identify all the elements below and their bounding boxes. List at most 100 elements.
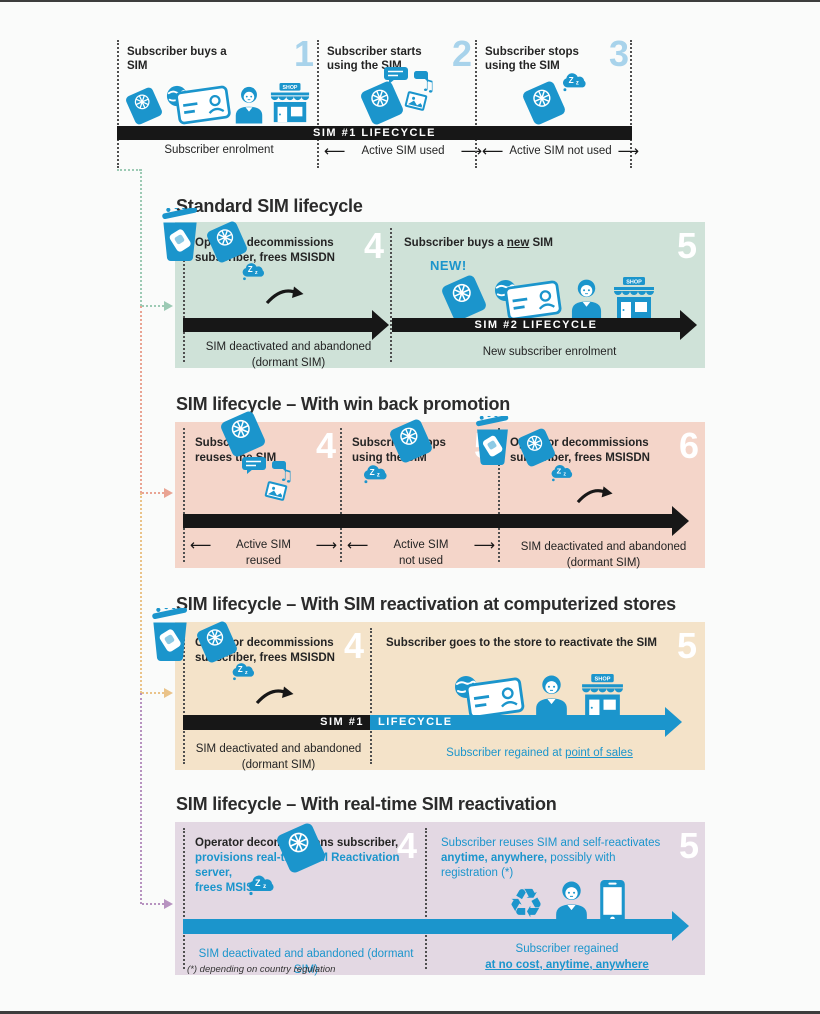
recycle-icon: ♻ [508, 881, 544, 927]
step-4-caption-line1: SIM deactivated and abandoned [195, 743, 362, 755]
footnote: (*) depending on country regulation [187, 964, 336, 975]
panel-step-2: Subscriber starts using the SIM 2 ♫ ⟵ Ac… [317, 36, 482, 168]
step-4-caption: SIM deactivated and abandoned (dormant S… [185, 742, 372, 773]
panel-step-5: Subscriber buys a new SIM 5 NEW! New sub… [390, 228, 707, 362]
new-badge: NEW! [430, 258, 467, 273]
photo-icon [263, 480, 289, 503]
step-4-caption: SIM deactivated and abandoned (dormant S… [198, 948, 414, 976]
step-5-caption: Subscriber regained at no cost, anytime,… [427, 942, 707, 973]
sim1-blue-bar-segment: LIFECYCLE [370, 715, 665, 730]
step-5-number: 5 [678, 825, 699, 866]
step-3-icons [477, 70, 634, 124]
connector-line-pink [140, 306, 142, 493]
step-5-caption-link: point of sales [565, 747, 633, 759]
section-winback: Subscriber reuses the SIM 4 ♫ ⟵ Active S… [175, 422, 707, 569]
step-4-timeline-arrowhead [372, 310, 389, 340]
step-2-number: 2 [451, 33, 472, 74]
step-5-label: Subscriber goes to the store to reactiva… [386, 637, 657, 649]
realtime-timeline-arrowhead [672, 911, 689, 941]
step-3-caption-text: Active SIM not used [509, 144, 612, 157]
music-note-icon: ♫ [279, 466, 294, 485]
step-1-label: Subscriber buys a SIM [127, 46, 227, 73]
section-title-realtime: SIM lifecycle – With real-time SIM react… [176, 794, 557, 814]
section-title-standard: Standard SIM lifecycle [176, 196, 363, 216]
connector-line-orange [140, 493, 142, 693]
section-stores: Operator decommissions subscriber, frees… [175, 622, 705, 771]
step-4-label-line3: frees MSISDN [195, 881, 271, 894]
store-visit-icons [422, 664, 657, 718]
sleep-cloud-icon [241, 260, 267, 281]
panel-step-4: Operator decommissions subscriber, frees… [183, 628, 372, 771]
panel-step-5: Subscriber reuses SIM and self-reactivat… [425, 825, 707, 971]
step-4-number: 4 [363, 225, 384, 266]
curved-arrow-icon [576, 484, 614, 505]
step-5-caption-line2: at no cost, anytime, anywhere [485, 958, 649, 971]
step-1-icons [119, 70, 319, 124]
step-3-number: 3 [608, 33, 629, 74]
chat-bubble-icon [383, 66, 409, 84]
step-5-caption-line2: not used [398, 554, 444, 567]
step-4-number: 4 [396, 825, 417, 866]
step-5-caption-arrows: ⟵ Active SIM ⟶ [342, 538, 500, 554]
step-5-caption: New subscriber enrolment [482, 346, 617, 358]
step-5-label-post: SIM [529, 237, 553, 249]
panel-step-3: Subscriber stops using the SIM 3 ⟵ Activ… [475, 36, 639, 168]
step-2-caption: ⟵ Active SIM used ⟶ [319, 144, 487, 159]
step-4-caption: ⟵ Active SIM ⟶ reused [185, 538, 342, 569]
stores-timeline-arrowhead [665, 707, 682, 737]
step-4-caption-line2: (dormant SIM) [251, 356, 326, 369]
sleep-cloud-icon [247, 872, 277, 896]
sim1-bar-label-left: SIM #1 [320, 716, 364, 728]
person-icon [570, 279, 603, 320]
dormant-sim-icon [523, 70, 589, 124]
step-5-number: 5 [676, 625, 697, 666]
sim1-black-bar-segment: SIM #1 [183, 715, 370, 730]
step-5-caption-line1: Subscriber regained [515, 943, 619, 955]
section-standard: Operator decommissions subscriber, frees… [175, 222, 707, 369]
panel-step-1: Subscriber buys a SIM 1 Subscriber enrol… [117, 36, 319, 168]
section-realtime: Operator decommissions subscriber, provi… [175, 822, 707, 976]
shop-icon [268, 82, 312, 124]
bottom-border-bar [0, 1011, 820, 1014]
chat-bubble-icon [241, 456, 267, 474]
panel-step-6: Operator decommissions subscriber, frees… [498, 425, 707, 569]
sim1-lifecycle-bar: SIM #1 LIFECYCLE [117, 126, 632, 140]
step-6-caption-line1: SIM deactivated and abandoned [520, 541, 687, 553]
step-5-number: 5 [676, 225, 697, 266]
step-4-caption-arrows: ⟵ Active SIM ⟶ [185, 538, 342, 554]
step-2-label: Subscriber starts using the SIM [327, 46, 422, 73]
step-2-icons: ♫ [319, 70, 477, 124]
curved-arrow-icon [265, 284, 305, 306]
step-4-caption-line2: (dormant SIM) [241, 758, 316, 771]
connector-branch-winback [142, 492, 164, 494]
enrolment-docs-icon [494, 276, 562, 320]
step-4-caption-line1: Active SIM [236, 539, 291, 551]
step-4-caption-line1: SIM deactivated and abandoned [205, 341, 372, 353]
trash-bin-icon [471, 416, 514, 466]
self-reactivation-icons: ♻ [467, 880, 667, 924]
id-card-icon [174, 84, 232, 125]
smartphone-icon [599, 879, 626, 924]
connector-line-green [140, 169, 142, 306]
step-5-label-pre: Subscriber buys a [404, 237, 507, 249]
sim2-lifecycle-bar-label: SIM #2 LIFECYCLE [474, 319, 598, 331]
connector-top-elbow [117, 169, 141, 171]
winback-timeline-arrow [183, 514, 672, 528]
sim-card-icon [120, 82, 168, 130]
winback-timeline-arrowhead [672, 506, 689, 536]
step-5-label-bold: anytime, anywhere, [441, 851, 548, 864]
step-4-caption-line2: reused [245, 554, 282, 567]
step-5-label-part2: possibly with registration (*) [441, 851, 616, 879]
panel-step-4: Subscriber reuses the SIM 4 ♫ ⟵ Active S… [183, 428, 342, 567]
enrolment-docs-icon [454, 672, 524, 718]
step-6-caption-line2: (dormant SIM) [566, 556, 641, 569]
step-5-label: Subscriber reuses SIM and self-reactivat… [441, 836, 667, 881]
sim1-lifecycle-bar-label: SIM #1 LIFECYCLE [312, 127, 437, 139]
connector-arrowhead-winback [164, 488, 173, 498]
id-card-icon [503, 279, 563, 321]
music-note-icon: ♫ [421, 76, 436, 95]
right-arrow-icon: ⟶ [473, 536, 495, 555]
step-1-caption: Subscriber enrolment [164, 144, 274, 156]
step-6-number: 6 [678, 425, 699, 466]
person-icon [234, 86, 264, 124]
